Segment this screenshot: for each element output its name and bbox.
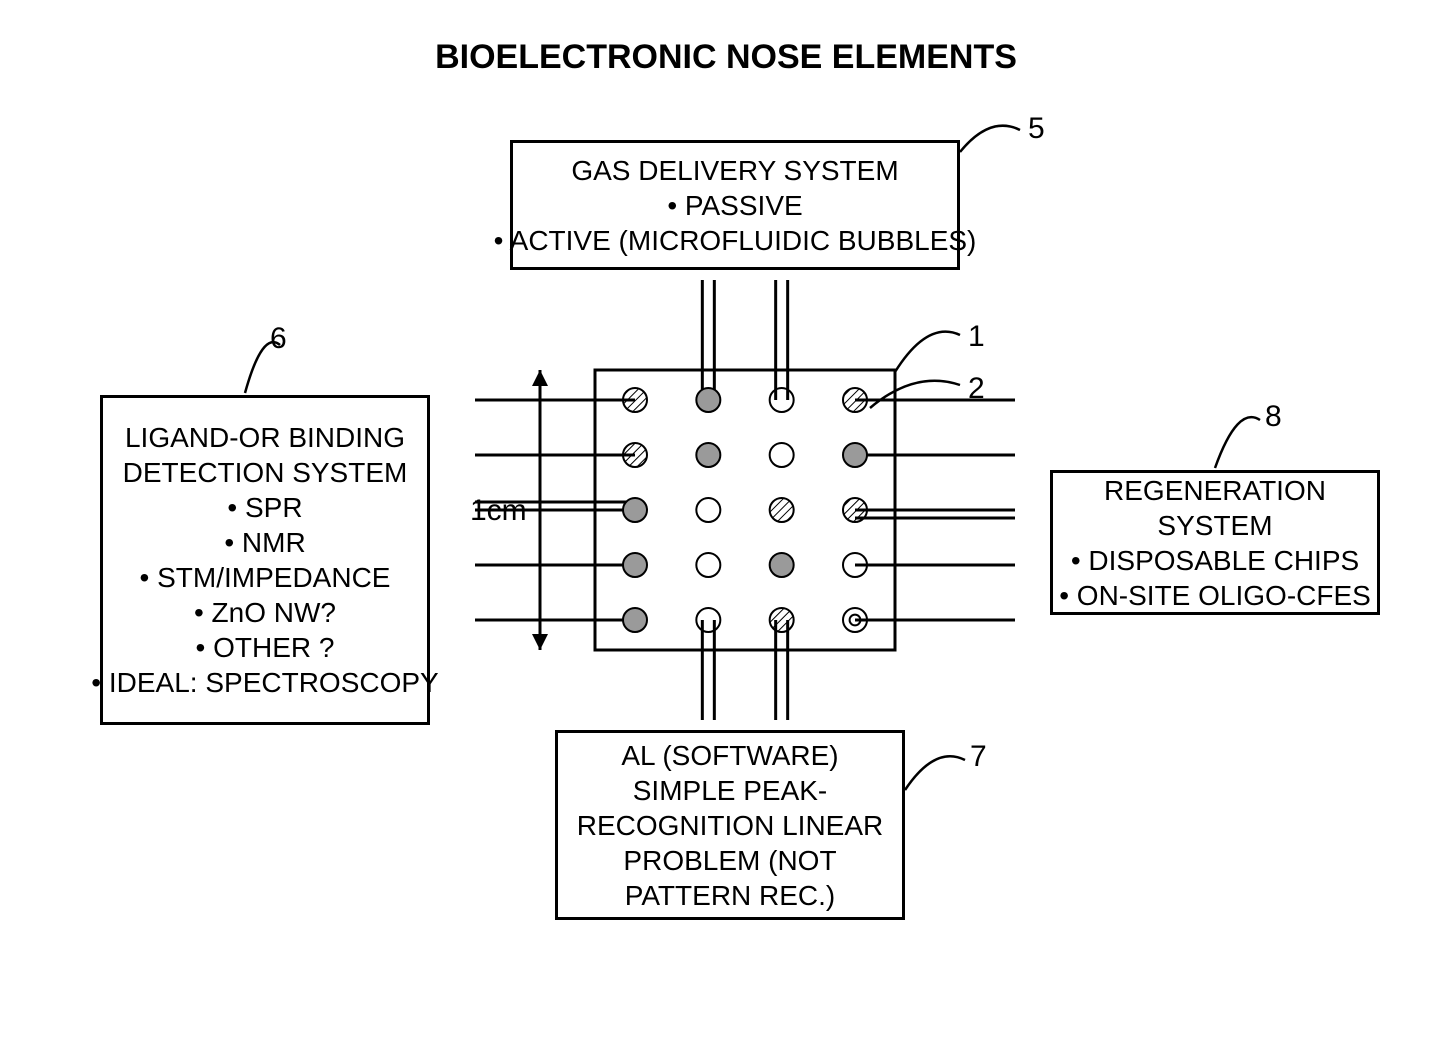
detection-system-box: LIGAND-OR BINDING DETECTION SYSTEM • SPR… <box>100 395 430 725</box>
callout-8: 8 <box>1265 400 1282 434</box>
detection-bullet: • IDEAL: SPECTROSCOPY <box>91 665 438 700</box>
regeneration-system-box: REGENERATION SYSTEM • DISPOSABLE CHIPS •… <box>1050 470 1380 615</box>
page-title: BIOELECTRONIC NOSE ELEMENTS <box>435 38 1017 77</box>
gas-delivery-header: GAS DELIVERY SYSTEM <box>571 153 898 188</box>
software-box: AL (SOFTWARE) SIMPLE PEAK-RECOGNITION LI… <box>555 730 905 920</box>
svg-text:1cm: 1cm <box>470 494 527 527</box>
detection-bullet: • SPR <box>227 490 302 525</box>
gas-delivery-bullet: • PASSIVE <box>667 188 802 223</box>
gas-delivery-bullet: • ACTIVE (MICROFLUIDIC BUBBLES) <box>494 223 977 258</box>
detection-bullet: • ZnO NW? <box>194 595 336 630</box>
regeneration-header: REGENERATION SYSTEM <box>1063 473 1367 543</box>
regeneration-bullet: • ON-SITE OLIGO-CFES <box>1059 578 1371 613</box>
detection-bullet: • NMR <box>224 525 305 560</box>
callout-2: 2 <box>968 372 985 406</box>
gas-delivery-box: GAS DELIVERY SYSTEM • PASSIVE • ACTIVE (… <box>510 140 960 270</box>
callout-1: 1 <box>968 320 985 354</box>
software-text: AL (SOFTWARE) SIMPLE PEAK-RECOGNITION LI… <box>568 738 892 913</box>
detection-system-header: LIGAND-OR BINDING DETECTION SYSTEM <box>113 420 417 490</box>
callout-7: 7 <box>970 740 987 774</box>
regeneration-bullet: • DISPOSABLE CHIPS <box>1071 543 1359 578</box>
detection-bullet: • STM/IMPEDANCE <box>140 560 391 595</box>
callout-5: 5 <box>1028 112 1045 146</box>
callout-6: 6 <box>270 322 287 356</box>
detection-bullet: • OTHER ? <box>196 630 335 665</box>
